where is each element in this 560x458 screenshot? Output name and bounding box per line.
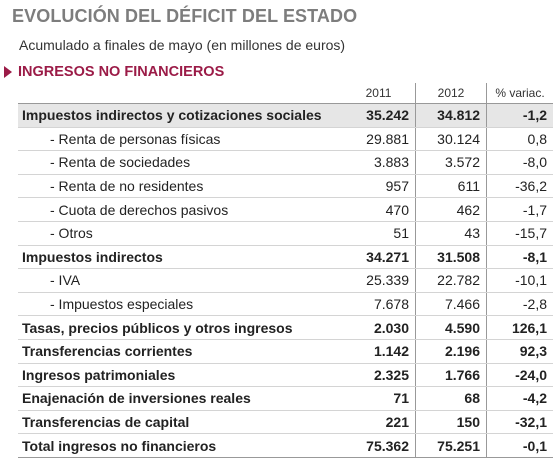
row-label: - Cuota de derechos pasivos xyxy=(18,197,342,222)
value-2011: 3.883 xyxy=(342,150,416,175)
value-2012: 43 xyxy=(415,221,487,246)
value-2012: 22.782 xyxy=(415,268,487,293)
header-label xyxy=(18,83,342,104)
table-row: - Renta de personas físicas 29.881 30.124 0… xyxy=(18,127,553,152)
page-subtitle: Acumulado a finales de mayo (en millones… xyxy=(19,37,346,53)
row-label: - Renta de sociedades xyxy=(18,150,342,175)
table-row: - Cuota de derechos pasivos 470 462 -1,7 xyxy=(18,197,553,222)
value-2011: 2.325 xyxy=(342,363,416,388)
value-variation: -32,1 xyxy=(486,410,553,435)
value-2012: 34.812 xyxy=(415,103,487,128)
value-variation: -10,1 xyxy=(486,268,553,293)
header-2011: 2011 xyxy=(342,83,416,104)
row-label: Ingresos patrimoniales xyxy=(18,363,342,388)
header-variation: % variac. xyxy=(486,83,553,104)
table-header-row: 2011 2012 % variac. xyxy=(18,83,553,104)
value-variation: -36,2 xyxy=(486,174,553,199)
value-2011: 35.242 xyxy=(342,103,416,128)
value-2011: 25.339 xyxy=(342,268,416,293)
table-row: - IVA 25.339 22.782 -10,1 xyxy=(18,268,553,293)
row-label: - Otros xyxy=(18,221,342,246)
value-2012: 2.196 xyxy=(415,339,487,364)
triangle-bullet-icon xyxy=(4,66,12,78)
section-heading-label: INGRESOS NO FINANCIEROS xyxy=(18,64,225,80)
table-row: Impuestos indirectos 34.271 31.508 -8,1 xyxy=(18,245,553,270)
row-label: - Renta de no residentes xyxy=(18,174,342,199)
table-row: Ingresos patrimoniales 2.325 1.766 -24,0 xyxy=(18,363,553,388)
table-row: Transferencias de capital 221 150 -32,1 xyxy=(18,410,553,435)
row-label: - Renta de personas físicas xyxy=(18,127,342,152)
value-variation: -1,2 xyxy=(486,103,553,128)
page-title: EVOLUCIÓN DEL DÉFICIT DEL ESTADO xyxy=(12,6,358,26)
row-label: Impuestos indirectos xyxy=(18,245,342,270)
row-label: Impuestos indirectos y cotizaciones soci… xyxy=(18,103,342,128)
value-variation: -8,1 xyxy=(486,245,553,270)
value-2012: 150 xyxy=(415,410,487,435)
table-row: - Impuestos especiales 7.678 7.466 -2,8 xyxy=(18,292,553,317)
value-variation: -2,8 xyxy=(486,292,553,317)
value-2012: 68 xyxy=(415,386,487,411)
header-2012: 2012 xyxy=(415,83,487,104)
value-2011: 2.030 xyxy=(342,315,416,340)
value-2011: 51 xyxy=(342,221,416,246)
value-2012: 1.766 xyxy=(415,363,487,388)
row-label: - Impuestos especiales xyxy=(18,292,342,317)
value-2011: 1.142 xyxy=(342,339,416,364)
value-2011: 29.881 xyxy=(342,127,416,152)
value-2012: 30.124 xyxy=(415,127,487,152)
row-label: Tasas, precios públicos y otros ingresos xyxy=(18,315,342,340)
table-row: - Otros 51 43 -15,7 xyxy=(18,221,553,246)
value-2012: 31.508 xyxy=(415,245,487,270)
value-2012: 3.572 xyxy=(415,150,487,175)
row-label: - IVA xyxy=(18,268,342,293)
value-variation: 0,8 xyxy=(486,127,553,152)
table-row: Impuestos indirectos y cotizaciones soci… xyxy=(18,103,553,128)
value-2012: 462 xyxy=(415,197,487,222)
table-row: Transferencias corrientes 1.142 2.196 92,3 xyxy=(18,339,553,364)
value-2011: 221 xyxy=(342,410,416,435)
row-label: Enajenación de inversiones reales xyxy=(18,386,342,411)
value-2011: 7.678 xyxy=(342,292,416,317)
row-label: Transferencias de capital xyxy=(18,410,342,435)
value-2012: 7.466 xyxy=(415,292,487,317)
value-2012: 611 xyxy=(415,174,487,199)
value-variation: 126,1 xyxy=(486,315,553,340)
value-variation: -24,0 xyxy=(486,363,553,388)
value-variation: -15,7 xyxy=(486,221,553,246)
value-2011: 34.271 xyxy=(342,245,416,270)
value-2011: 470 xyxy=(342,197,416,222)
value-variation: 92,3 xyxy=(486,339,553,364)
value-2012: 4.590 xyxy=(415,315,487,340)
table-row: Tasas, precios públicos y otros ingresos… xyxy=(18,315,553,340)
value-2011: 71 xyxy=(342,386,416,411)
value-variation: -1,7 xyxy=(486,197,553,222)
table-row: - Renta de sociedades 3.883 3.572 -8,0 xyxy=(18,150,553,175)
value-variation: -4,2 xyxy=(486,386,553,411)
row-label: Transferencias corrientes xyxy=(18,339,342,364)
table-row: - Renta de no residentes 957 611 -36,2 xyxy=(18,174,553,199)
table-row: Enajenación de inversiones reales 71 68 -4,… xyxy=(18,386,553,411)
value-2011: 957 xyxy=(342,174,416,199)
deficit-table: 2011 2012 % variac. Impuestos indirectos… xyxy=(18,83,553,458)
value-variation: -8,0 xyxy=(486,150,553,175)
section-heading: INGRESOS NO FINANCIEROS xyxy=(4,64,224,80)
